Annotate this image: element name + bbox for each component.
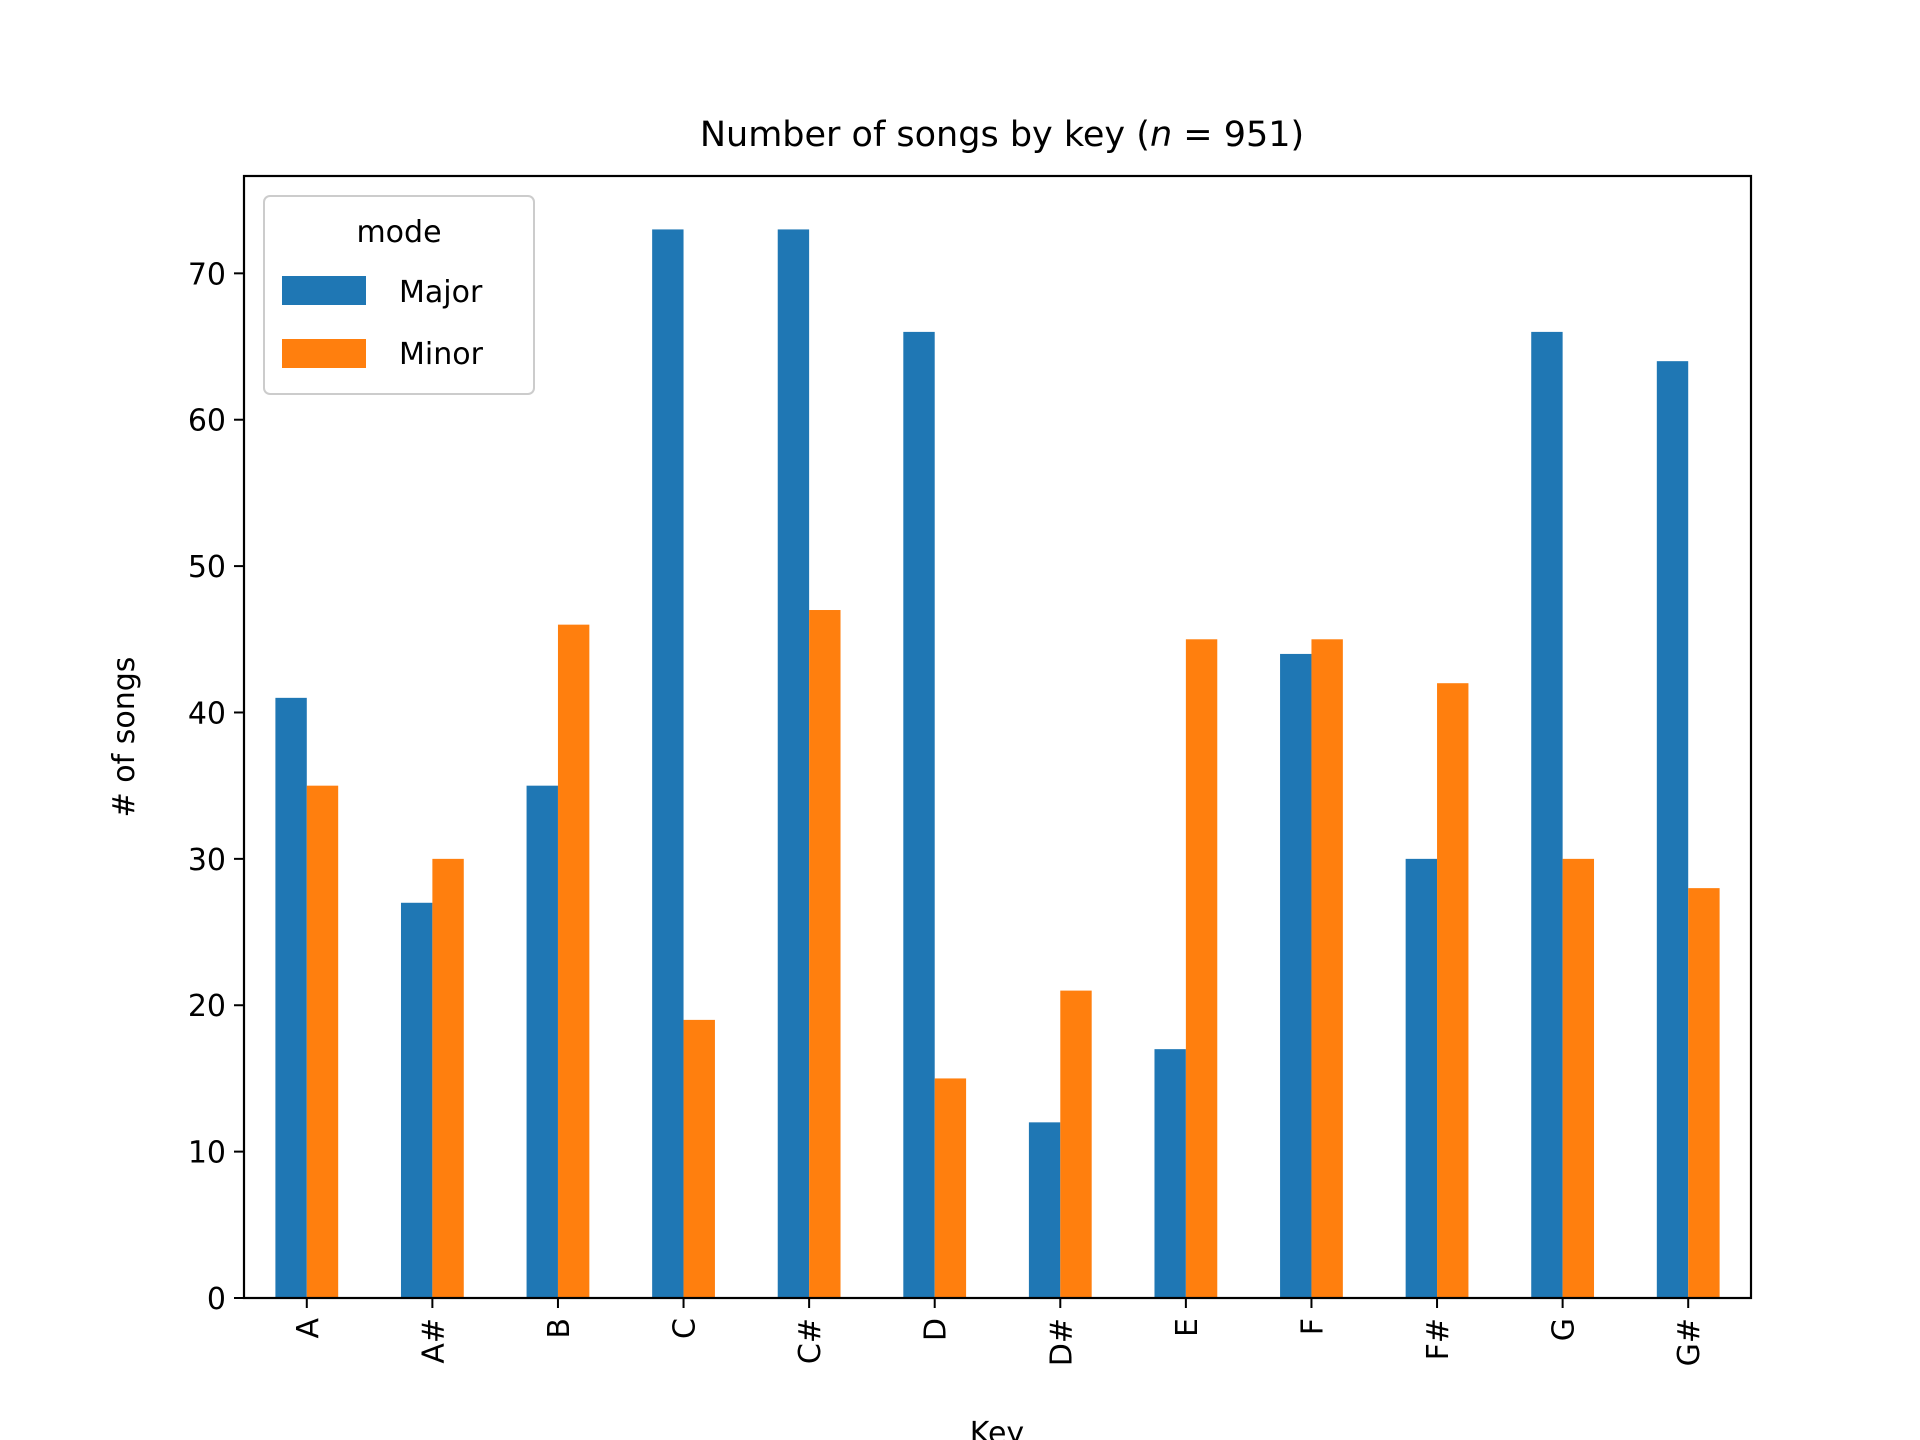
y-tick-label: 40 (188, 696, 226, 731)
bar-major-c-sharp (777, 229, 810, 1298)
x-tick-label: A# (416, 1318, 451, 1364)
x-tick-label: C# (793, 1318, 828, 1364)
y-tick-label: 0 (207, 1282, 226, 1317)
x-axis-label: Key (970, 1416, 1024, 1440)
y-tick-label: 10 (188, 1136, 226, 1171)
y-axis: 0 10 20 30 40 50 60 70 (188, 257, 244, 1317)
x-tick-label: G (1547, 1318, 1582, 1341)
legend-label-major: Major (399, 275, 483, 310)
bars-group (275, 229, 1720, 1299)
bar-minor-c-sharp (809, 610, 841, 1298)
legend-swatch-major (282, 276, 366, 305)
bar-major-c (652, 229, 684, 1298)
bar-minor-e (1185, 639, 1218, 1298)
x-tick-label: F (1295, 1318, 1330, 1335)
x-axis: A A# B C C# D D# E F F# G G# (291, 1298, 1707, 1366)
bar-major-f (1280, 653, 1312, 1298)
y-tick-label: 70 (188, 257, 226, 292)
y-tick-label: 50 (188, 550, 226, 585)
x-tick-label: D# (1044, 1318, 1079, 1366)
x-tick-label: F# (1421, 1318, 1456, 1360)
bar-major-b (526, 785, 558, 1298)
x-tick-label: D (919, 1318, 954, 1341)
x-tick-label: B (542, 1318, 577, 1339)
bar-major-g (1531, 331, 1563, 1299)
bar-minor-d (934, 1078, 967, 1298)
legend-label-minor: Minor (399, 337, 484, 372)
legend-title: mode (356, 215, 441, 250)
x-tick-label: A (291, 1318, 326, 1339)
bar-major-d (903, 331, 935, 1299)
legend: mode Major Minor (263, 195, 535, 395)
y-tick-label: 60 (188, 404, 226, 439)
bar-major-d-sharp (1028, 1122, 1061, 1298)
bar-minor-a (306, 785, 339, 1298)
x-tick-label: C (668, 1318, 703, 1339)
bar-minor-g (1562, 858, 1595, 1298)
bar-minor-a-sharp (432, 858, 464, 1298)
bar-minor-b (557, 624, 590, 1298)
bar-minor-f (1311, 639, 1343, 1298)
bar-major-f-sharp (1405, 858, 1438, 1298)
bar-minor-d-sharp (1060, 990, 1092, 1298)
y-axis-label: # of songs (107, 657, 142, 818)
bar-minor-f-sharp (1437, 683, 1469, 1298)
bar-major-g-sharp (1656, 361, 1689, 1298)
bar-major-a-sharp (400, 902, 433, 1298)
bar-minor-g-sharp (1688, 888, 1720, 1298)
y-tick-label: 20 (188, 989, 226, 1024)
y-tick-label: 30 (188, 843, 226, 878)
bar-major-e (1154, 1049, 1186, 1298)
bar-major-a (275, 697, 307, 1298)
x-tick-label: G# (1672, 1318, 1707, 1366)
chart-title: Number of songs by key (n = 951) (700, 115, 1304, 155)
bar-minor-c (683, 1019, 715, 1298)
x-tick-label: E (1170, 1318, 1205, 1337)
plot-frame (242, 174, 1753, 1300)
legend-swatch-minor (282, 339, 366, 368)
